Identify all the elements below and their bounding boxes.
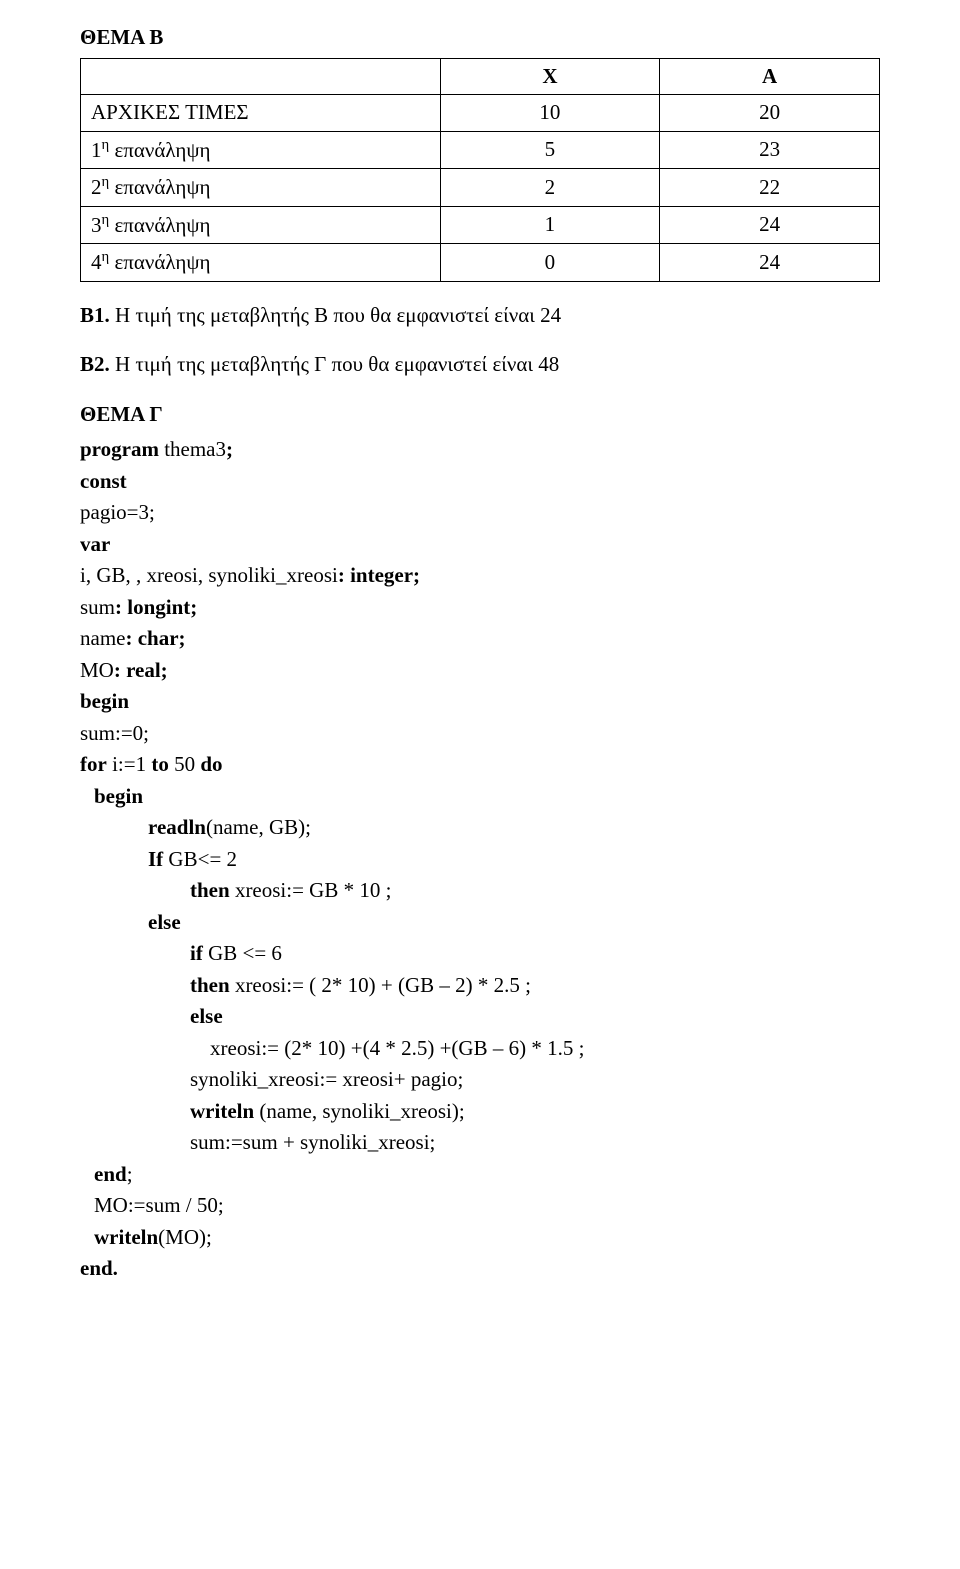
kw-begin: begin — [80, 689, 129, 713]
table-row: 2η επανάληψη 2 22 — [81, 169, 880, 207]
kw-else: else — [190, 1004, 223, 1028]
code-text: (MO); — [158, 1225, 212, 1249]
code-text: MO:=sum / 50; — [94, 1193, 224, 1217]
code-text: i:=1 — [107, 752, 152, 776]
row-a: 23 — [660, 131, 880, 169]
kw-readln: readln — [148, 815, 206, 839]
kw-then: then — [190, 878, 230, 902]
kw-char: : char; — [125, 626, 185, 650]
b1-label: Β1. — [80, 303, 110, 327]
code-text: GB<= 2 — [163, 847, 237, 871]
code-text: MO — [80, 658, 114, 682]
kw-do: do — [200, 752, 222, 776]
table-row: 1η επανάληψη 5 23 — [81, 131, 880, 169]
row-label: 1η επανάληψη — [81, 131, 441, 169]
row-x: 1 — [440, 206, 660, 244]
table-header-row: Χ Α — [81, 58, 880, 95]
row-x: 0 — [440, 244, 660, 282]
code-text: xreosi:= ( 2* 10) + (GB – 2) * 2.5 ; — [230, 973, 531, 997]
table-row: 3η επανάληψη 1 24 — [81, 206, 880, 244]
row-label: 3η επανάληψη — [81, 206, 441, 244]
table-row: 4η επανάληψη 0 24 — [81, 244, 880, 282]
b1-text: Η τιμή της μεταβλητής Β που θα εμφανιστε… — [110, 303, 561, 327]
kw-real: : real; — [114, 658, 168, 682]
kw-end: end — [94, 1162, 127, 1186]
row-label: 2η επανάληψη — [81, 169, 441, 207]
code-text: thema3 — [159, 437, 226, 461]
row-a: 22 — [660, 169, 880, 207]
code-text: xreosi:= GB * 10 ; — [230, 878, 392, 902]
header-empty — [81, 58, 441, 95]
thema-b-title: ΘΕΜΑ Β — [80, 22, 880, 54]
kw-to: to — [151, 752, 169, 776]
kw-then: then — [190, 973, 230, 997]
code-text: synoliki_xreosi:= xreosi+ pagio; — [190, 1067, 463, 1091]
row-x: 5 — [440, 131, 660, 169]
kw-integer: : integer; — [338, 563, 420, 587]
b2-paragraph: Β2. Η τιμή της μεταβλητής Γ που θα εμφαν… — [80, 349, 880, 381]
code-text: xreosi:= (2* 10) +(4 * 2.5) +(GB – 6) * … — [210, 1036, 584, 1060]
row-x: 10 — [440, 95, 660, 132]
kw-writeln: writeln — [190, 1099, 254, 1123]
code-text: sum:=0; — [80, 721, 149, 745]
header-x: Χ — [440, 58, 660, 95]
header-a: Α — [660, 58, 880, 95]
kw-const: const — [80, 469, 127, 493]
kw-writeln: writeln — [94, 1225, 158, 1249]
thema-g-title: ΘΕΜΑ Γ — [80, 399, 880, 431]
code-semi: ; — [226, 437, 233, 461]
code-text: (name, synoliki_xreosi); — [254, 1099, 465, 1123]
kw-program: program — [80, 437, 159, 461]
code-text: sum:=sum + synoliki_xreosi; — [190, 1130, 435, 1154]
row-label: 4η επανάληψη — [81, 244, 441, 282]
code-text: name — [80, 626, 125, 650]
code-text: 50 — [169, 752, 201, 776]
kw-begin: begin — [94, 784, 143, 808]
table-row: ΑΡΧΙΚΕΣ ΤΙΜΕΣ 10 20 — [81, 95, 880, 132]
code-text: i, GB, , xreosi, synoliki_xreosi — [80, 563, 338, 587]
code-text: GB <= 6 — [203, 941, 282, 965]
b2-text: Η τιμή της μεταβλητής Γ που θα εμφανιστε… — [110, 352, 560, 376]
values-table: Χ Α ΑΡΧΙΚΕΣ ΤΙΜΕΣ 10 20 1η επανάληψη 5 2… — [80, 58, 880, 282]
row-a: 20 — [660, 95, 880, 132]
code-text: sum — [80, 595, 115, 619]
kw-else: else — [148, 910, 181, 934]
b1-paragraph: Β1. Η τιμή της μεταβλητής Β που θα εμφαν… — [80, 300, 880, 332]
row-label: ΑΡΧΙΚΕΣ ΤΙΜΕΣ — [81, 95, 441, 132]
kw-longint: : longint; — [115, 595, 197, 619]
kw-if: If — [148, 847, 163, 871]
code-text: (name, GB); — [206, 815, 311, 839]
b2-label: Β2. — [80, 352, 110, 376]
kw-end: end. — [80, 1256, 118, 1280]
kw-if: if — [190, 941, 203, 965]
row-x: 2 — [440, 169, 660, 207]
code-semi: ; — [127, 1162, 133, 1186]
kw-var: var — [80, 532, 110, 556]
code-text: pagio=3; — [80, 500, 155, 524]
kw-for: for — [80, 752, 107, 776]
code-block: program thema3; const pagio=3; var i, GB… — [80, 434, 880, 1285]
row-a: 24 — [660, 206, 880, 244]
row-a: 24 — [660, 244, 880, 282]
